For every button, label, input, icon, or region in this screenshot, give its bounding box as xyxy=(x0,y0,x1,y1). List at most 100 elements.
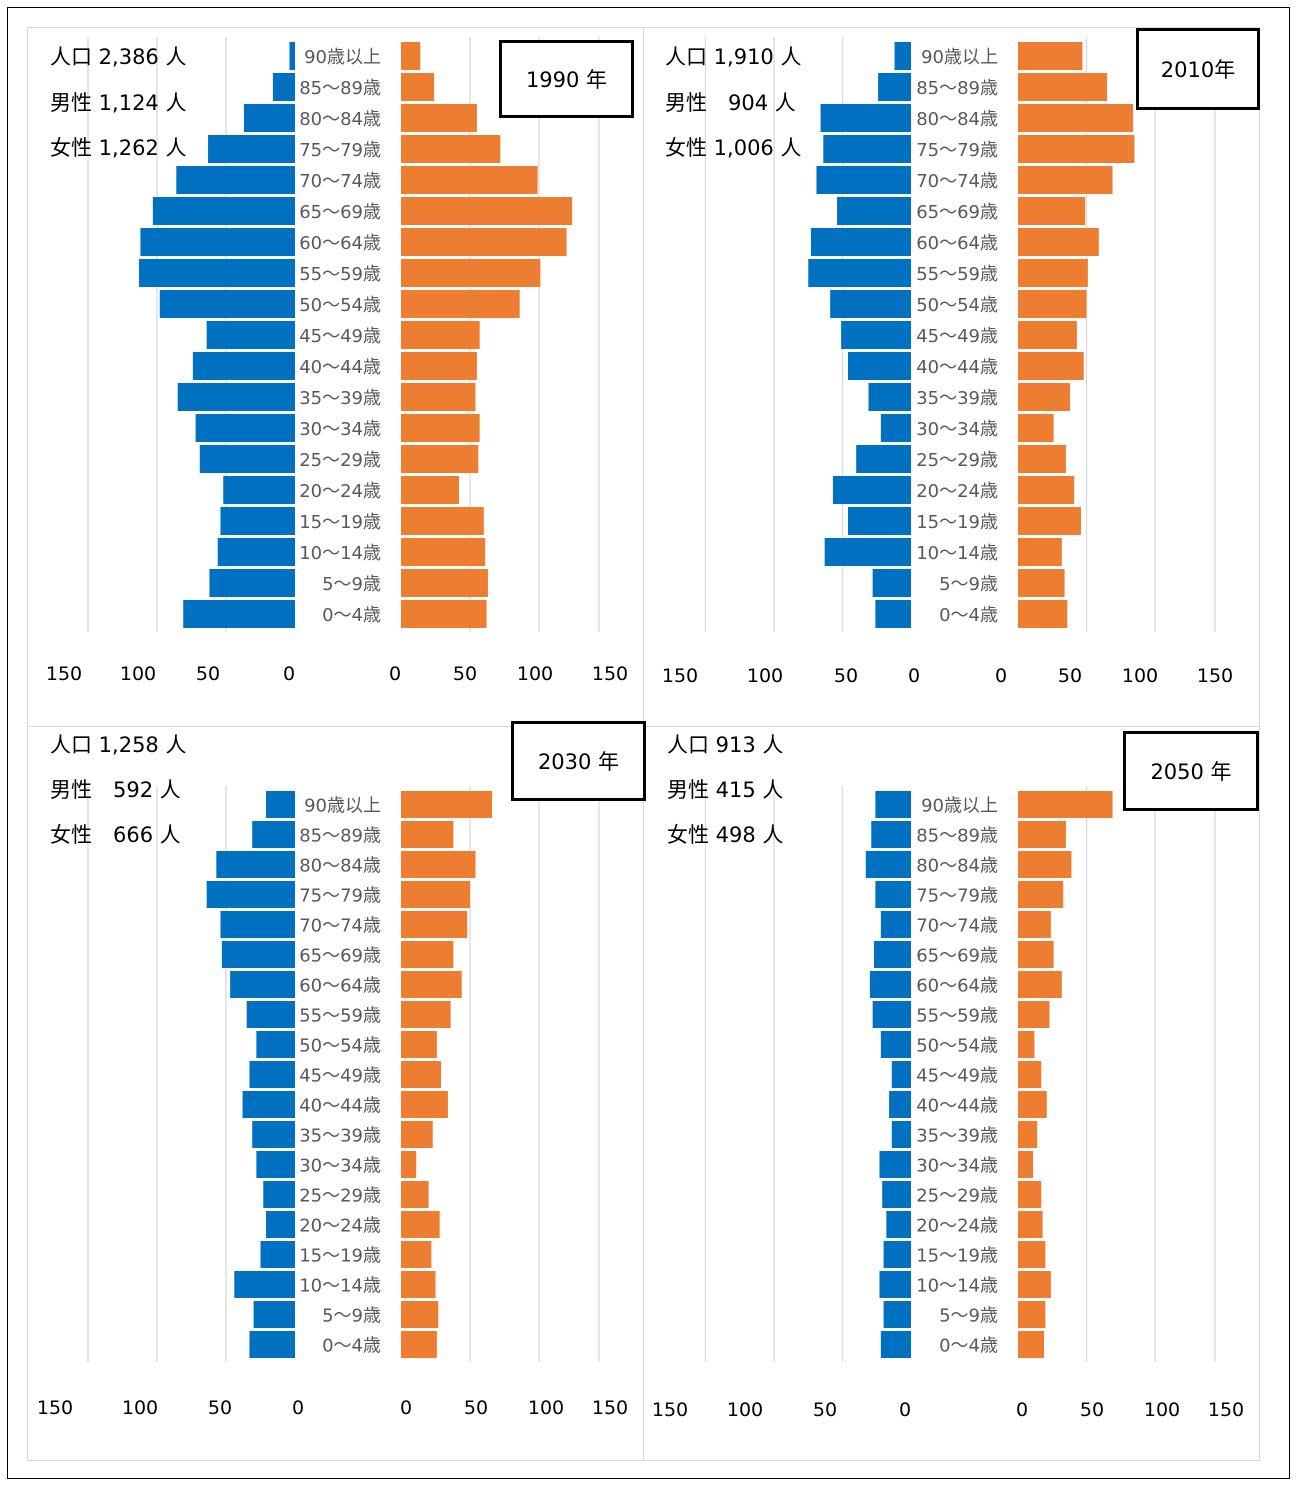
female-bar-2030-1 xyxy=(401,821,454,848)
male-bar-2050-1 xyxy=(871,821,911,848)
age-label-2050-2: 80〜84歳 xyxy=(916,856,998,877)
age-label-2050-11: 35〜39歳 xyxy=(916,1126,998,1147)
male-bar-2010-18 xyxy=(875,600,911,628)
age-label-2050-15: 15〜19歳 xyxy=(916,1246,998,1267)
female-bar-2030-10 xyxy=(401,1091,448,1118)
age-label-2010-9: 45〜49歳 xyxy=(916,326,998,347)
male-bar-2010-8 xyxy=(830,290,911,318)
female-axis-tick-1990-150: 150 xyxy=(592,663,628,685)
male-bar-2010-3 xyxy=(823,135,911,163)
male-axis-tick-2050-150: 150 xyxy=(652,1399,688,1421)
age-label-2050-6: 60〜64歳 xyxy=(916,976,998,997)
female-bar-2030-9 xyxy=(401,1061,442,1088)
male-bar-2050-0 xyxy=(875,791,911,818)
male-axis-tick-2030-0: 0 xyxy=(292,1397,304,1419)
female-bar-1990-5 xyxy=(401,197,573,225)
age-label-2030-8: 50〜54歳 xyxy=(299,1036,381,1057)
female-bar-2010-6 xyxy=(1018,228,1099,256)
male-total-2010: 男性 904 人 xyxy=(665,91,796,115)
female-axis-tick-2030-100: 100 xyxy=(528,1397,564,1419)
age-label-2050-7: 55〜59歳 xyxy=(916,1006,998,1027)
female-bar-2030-6 xyxy=(401,971,462,998)
age-label-1990-3: 75〜79歳 xyxy=(299,140,381,161)
male-axis-tick-2050-50: 50 xyxy=(813,1399,837,1421)
male-bar-2030-5 xyxy=(221,941,295,968)
pyramid-panel-2050 xyxy=(643,726,1260,1461)
age-label-2050-12: 30〜34歳 xyxy=(916,1156,998,1177)
age-label-1990-9: 45〜49歳 xyxy=(299,326,381,347)
age-label-2030-4: 70〜74歳 xyxy=(299,916,381,937)
female-bar-2030-3 xyxy=(401,881,470,908)
male-bar-2050-4 xyxy=(880,911,911,938)
male-axis-tick-1990-150: 150 xyxy=(46,663,82,685)
age-label-2010-2: 80〜84歳 xyxy=(916,109,998,130)
age-label-2030-15: 15〜19歳 xyxy=(299,1246,381,1267)
male-bar-2050-9 xyxy=(891,1061,911,1088)
male-bar-2010-11 xyxy=(868,383,911,411)
female-bar-2050-7 xyxy=(1018,1001,1050,1028)
female-bar-2030-4 xyxy=(401,911,468,938)
female-bar-2050-10 xyxy=(1018,1091,1047,1118)
female-bar-2010-1 xyxy=(1018,73,1108,101)
female-axis-tick-2030-0: 0 xyxy=(400,1397,412,1419)
age-label-2030-3: 75〜79歳 xyxy=(299,886,381,907)
male-bar-2030-8 xyxy=(256,1031,295,1058)
male-bar-2010-13 xyxy=(856,445,911,473)
female-bar-2010-16 xyxy=(1018,538,1062,566)
male-bar-2010-2 xyxy=(820,104,911,132)
male-bar-2010-10 xyxy=(847,352,911,380)
male-bar-2050-7 xyxy=(872,1001,911,1028)
male-bar-1990-13 xyxy=(199,445,295,473)
female-total-2050: 女性 498 人 xyxy=(667,823,784,847)
female-bar-2050-13 xyxy=(1018,1181,1042,1208)
age-label-2050-1: 85〜89歳 xyxy=(916,826,998,847)
female-bar-2030-2 xyxy=(401,851,476,878)
male-bar-1990-8 xyxy=(159,290,295,318)
age-label-2030-10: 40〜44歳 xyxy=(299,1096,381,1117)
male-bar-1990-14 xyxy=(223,476,295,504)
male-axis-tick-1990-0: 0 xyxy=(283,663,295,685)
female-bar-2050-5 xyxy=(1018,941,1054,968)
female-bar-1990-12 xyxy=(401,414,480,442)
male-bar-2050-8 xyxy=(880,1031,911,1058)
male-bar-2050-15 xyxy=(883,1241,911,1268)
population-total-2050: 人口 913 人 xyxy=(667,733,784,757)
male-bar-2030-17 xyxy=(253,1301,295,1328)
female-axis-tick-1990-0: 0 xyxy=(389,663,401,685)
male-bar-1990-4 xyxy=(176,166,295,194)
female-axis-tick-2010-50: 50 xyxy=(1058,665,1082,687)
female-bar-1990-9 xyxy=(401,321,480,349)
year-label-1990: 1990 年 xyxy=(499,40,634,118)
pyramid-panel-2030 xyxy=(27,726,644,1461)
male-bar-2010-6 xyxy=(810,228,911,256)
male-bar-2030-13 xyxy=(263,1181,295,1208)
female-bar-1990-18 xyxy=(401,600,487,628)
age-label-2050-9: 45〜49歳 xyxy=(916,1066,998,1087)
male-bar-1990-9 xyxy=(206,321,295,349)
male-bar-2010-5 xyxy=(837,197,911,225)
age-label-2010-0: 90歳以上 xyxy=(921,47,998,68)
female-bar-1990-14 xyxy=(401,476,459,504)
age-label-2050-4: 70〜74歳 xyxy=(916,916,998,937)
male-bar-2050-11 xyxy=(891,1121,911,1148)
male-axis-tick-2030-150: 150 xyxy=(37,1397,73,1419)
age-label-2050-14: 20〜24歳 xyxy=(916,1216,998,1237)
female-bar-2010-10 xyxy=(1018,352,1084,380)
male-bar-2010-14 xyxy=(832,476,911,504)
age-label-1990-8: 50〜54歳 xyxy=(299,295,381,316)
female-bar-2030-13 xyxy=(401,1181,429,1208)
year-label-2030: 2030 年 xyxy=(511,721,646,801)
age-label-2030-7: 55〜59歳 xyxy=(299,1006,381,1027)
age-label-2050-13: 25〜29歳 xyxy=(916,1186,998,1207)
male-bar-1990-7 xyxy=(139,259,295,287)
female-bar-2010-15 xyxy=(1018,507,1082,535)
female-axis-tick-2030-50: 50 xyxy=(464,1397,488,1419)
female-bar-2050-11 xyxy=(1018,1121,1038,1148)
age-label-2030-13: 25〜29歳 xyxy=(299,1186,381,1207)
male-bar-1990-5 xyxy=(152,197,295,225)
age-label-2030-1: 85〜89歳 xyxy=(299,826,381,847)
population-total-2030: 人口 1,258 人 xyxy=(50,733,187,757)
age-label-2050-18: 0〜4歳 xyxy=(939,1336,998,1357)
age-label-2010-4: 70〜74歳 xyxy=(916,171,998,192)
male-bar-2010-0 xyxy=(894,42,911,70)
